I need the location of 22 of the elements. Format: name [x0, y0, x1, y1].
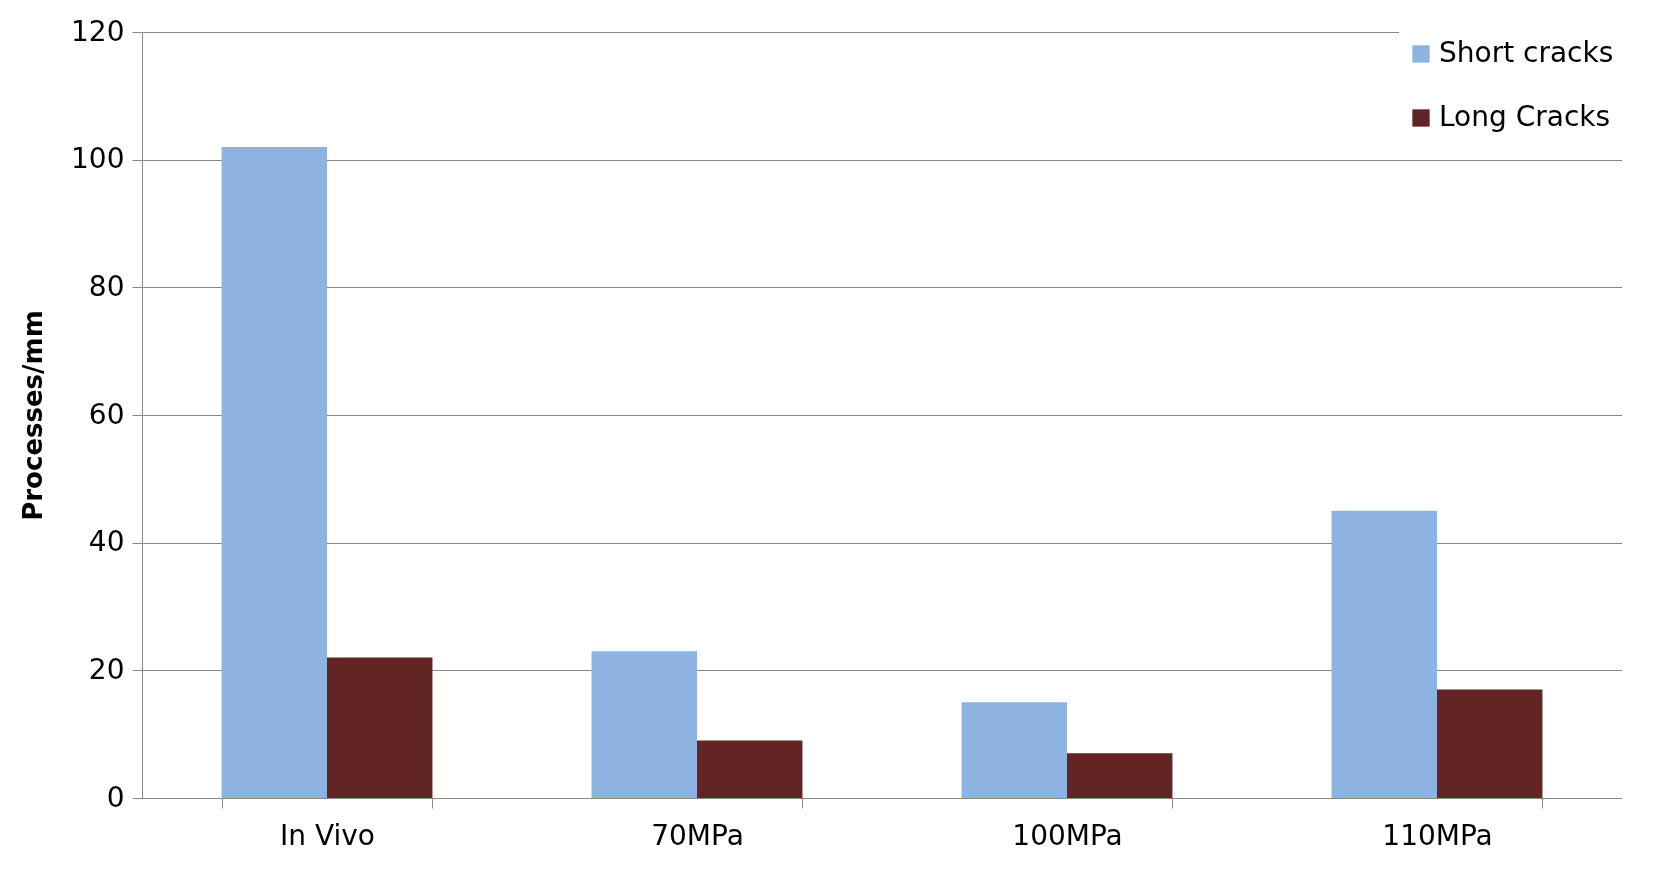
y-tick-label: 20	[88, 652, 125, 686]
x-tick-label: 100MPa	[1012, 818, 1123, 852]
legend-label: Short cracks	[1439, 36, 1614, 69]
bar	[1437, 689, 1543, 798]
bar	[697, 740, 803, 798]
y-tick-label: 80	[88, 269, 125, 303]
bar	[221, 146, 327, 798]
y-axis-title: Processes/mm	[18, 310, 49, 521]
bar	[961, 702, 1067, 798]
y-tick-label: 0	[106, 780, 125, 814]
bar	[591, 651, 697, 798]
x-tick-label: 70MPa	[651, 818, 744, 852]
bar	[327, 657, 433, 798]
x-tick-label: In Vivo	[280, 818, 375, 852]
y-tick-label: 60	[88, 397, 125, 431]
y-tick-label: 40	[88, 525, 125, 559]
bar	[1331, 510, 1437, 798]
bar	[1067, 753, 1173, 798]
y-tick-label: 100	[71, 142, 125, 176]
y-tick-label: 120	[71, 14, 125, 48]
legend-label: Long Cracks	[1439, 100, 1611, 133]
x-tick-label: 110MPa	[1382, 818, 1493, 852]
